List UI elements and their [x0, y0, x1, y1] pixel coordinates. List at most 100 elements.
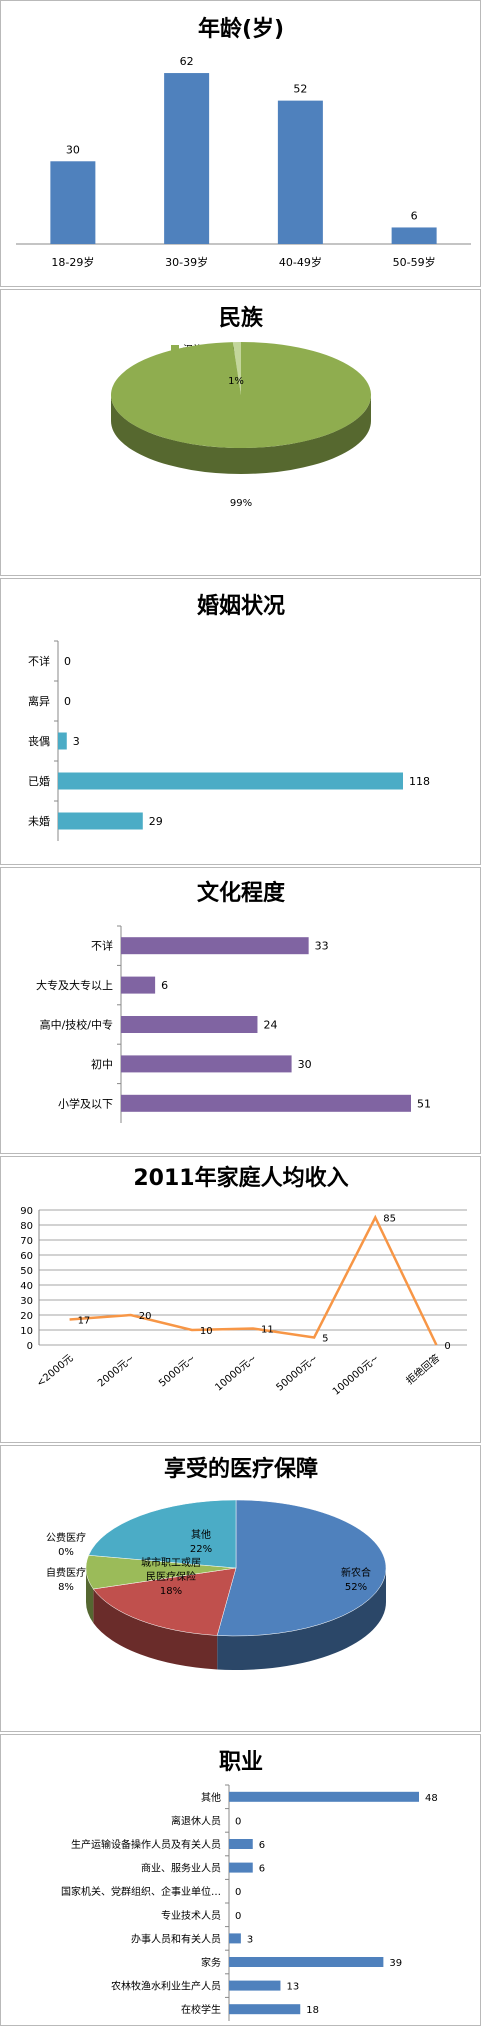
y-tick-label: 30: [20, 1296, 33, 1307]
data-label: 29: [149, 815, 163, 828]
y-tick-label: 商业、服务业人员: [141, 1862, 221, 1875]
y-tick-label: 农林牧渔水利业生产人员: [111, 1980, 221, 1993]
y-tick-label: 不详: [91, 939, 113, 953]
pie-slice: [92, 1567, 237, 1636]
y-tick-label: 初中: [91, 1057, 113, 1071]
data-label: 0: [235, 1816, 241, 1827]
data-label: 3: [247, 1934, 253, 1945]
y-tick-label: 未婚: [28, 814, 50, 828]
bar: [229, 1791, 419, 1802]
x-tick-label: <2000元: [35, 1353, 76, 1390]
data-label: 39: [389, 1958, 402, 1969]
bar: [58, 812, 143, 830]
chart-education: 文化程度 不详 33 大专及大专以上 6 高中/技校/中专 24 初中 30 小学及以下 51: [36, 880, 431, 1123]
data-label: 48: [425, 1793, 438, 1804]
chart-marital-panel: 婚姻状况 不详 0 离异 0 丧偶 3 已婚 118 未婚 29: [0, 578, 481, 865]
y-tick-label: 20: [20, 1311, 33, 1322]
x-tick-label: 40-49岁: [279, 255, 322, 269]
data-label: 0: [444, 1341, 450, 1352]
y-tick-label: 不详: [28, 654, 50, 668]
slice-name: 民医疗保险: [146, 1570, 196, 1583]
bar: [164, 73, 210, 244]
slice-name: 城市职工或居: [141, 1556, 201, 1569]
y-tick-label: 60: [20, 1251, 33, 1262]
bar: [58, 772, 403, 790]
chart-age: 年龄(岁) 30 18-29岁 62 30-39岁 52 40-49岁 6 50-59岁: [16, 16, 471, 269]
slice-value: 18%: [160, 1586, 182, 1597]
y-tick-label: 离退休人员: [171, 1814, 221, 1827]
chart-income-title: 2011年家庭人均收入: [133, 1165, 348, 1191]
bar: [229, 1862, 253, 1873]
bar: [277, 100, 323, 244]
bar: [391, 227, 437, 244]
data-label: 10: [200, 1326, 213, 1337]
slice-label: 99%: [230, 498, 252, 509]
data-label: 0: [64, 695, 71, 708]
y-tick-label: 50: [20, 1266, 33, 1277]
legend-swatch: [171, 345, 179, 353]
pie-side: [111, 395, 371, 474]
pie-slice: [232, 342, 241, 395]
slice-label: 1%: [228, 376, 244, 387]
x-tick-label: 10000元~: [213, 1353, 259, 1394]
y-tick-label: 90: [20, 1206, 33, 1217]
chart-medical-title: 享受的医疗保障: [164, 1456, 318, 1482]
y-tick-label: 80: [20, 1221, 33, 1232]
pie-side: [93, 1589, 218, 1670]
pie-side: [217, 1568, 387, 1670]
x-tick-label: 5000元~: [157, 1353, 198, 1390]
data-label: 118: [409, 775, 430, 788]
data-label: 17: [78, 1316, 91, 1327]
data-label: 85: [383, 1214, 396, 1225]
x-tick-label: 50-59岁: [393, 255, 436, 269]
y-tick-label: 丧偶: [28, 735, 50, 748]
y-tick-label: 10: [20, 1326, 33, 1337]
slice-value: 52%: [345, 1582, 367, 1593]
data-label: 30: [66, 143, 80, 156]
bar: [121, 937, 309, 955]
data-label: 33: [315, 940, 329, 953]
x-tick-label: 30-39岁: [165, 255, 208, 269]
y-tick-label: 家务: [201, 1956, 221, 1969]
data-label: 6: [259, 1864, 265, 1875]
y-tick-label: 70: [20, 1236, 33, 1247]
data-label: 62: [180, 55, 194, 68]
series-line: [69, 1214, 438, 1346]
y-tick-label: 已婚: [28, 774, 50, 788]
data-label: 3: [73, 735, 80, 748]
data-label: 24: [263, 1019, 277, 1032]
data-label: 0: [64, 655, 71, 668]
chart-income: 2011年家庭人均收入 010203040506070809017<2000元2…: [20, 1165, 467, 1398]
x-tick-label: 18-29岁: [51, 255, 94, 269]
bar: [121, 1016, 258, 1033]
bar: [121, 1055, 292, 1073]
chart-marital: 婚姻状况 不详 0 离异 0 丧偶 3 已婚 118 未婚 29: [28, 593, 430, 841]
slice-name: 其他: [191, 1528, 211, 1541]
data-label: 5: [322, 1334, 328, 1345]
data-label: 6: [161, 979, 168, 992]
slice-value: 22%: [190, 1544, 212, 1555]
bar: [229, 2004, 301, 2015]
data-label: 0: [235, 1887, 241, 1898]
data-label: 11: [261, 1325, 274, 1336]
chart-marital-title: 婚姻状况: [197, 593, 285, 619]
y-tick-label: 办事人员和有关人员: [131, 1932, 221, 1945]
bar: [58, 732, 67, 750]
y-tick-label: 大专及大专以上: [36, 978, 113, 992]
pie-slice: [88, 1499, 237, 1569]
pie-slice: [216, 1499, 387, 1637]
y-tick-label: 其他: [201, 1791, 221, 1804]
y-tick-label: 生产运输设备操作人员及有关人员: [71, 1838, 221, 1851]
pie-side: [86, 1568, 94, 1624]
y-tick-label: 国家机关、党群组织、企事业单位…: [61, 1885, 221, 1898]
slice-name: 新农合: [341, 1566, 371, 1579]
pie-slice: [110, 342, 371, 448]
x-tick-label: 100000元~: [331, 1353, 381, 1398]
bar: [121, 976, 156, 994]
data-label: 30: [298, 1058, 312, 1071]
y-tick-label: 在校学生: [181, 2003, 221, 2016]
bar: [229, 1980, 281, 1991]
chart-income-panel: 2011年家庭人均收入 0 10 20 30 40 50 60 70 80 90 17 <2000元 2…: [0, 1156, 481, 1443]
data-label: 6: [259, 1840, 265, 1851]
